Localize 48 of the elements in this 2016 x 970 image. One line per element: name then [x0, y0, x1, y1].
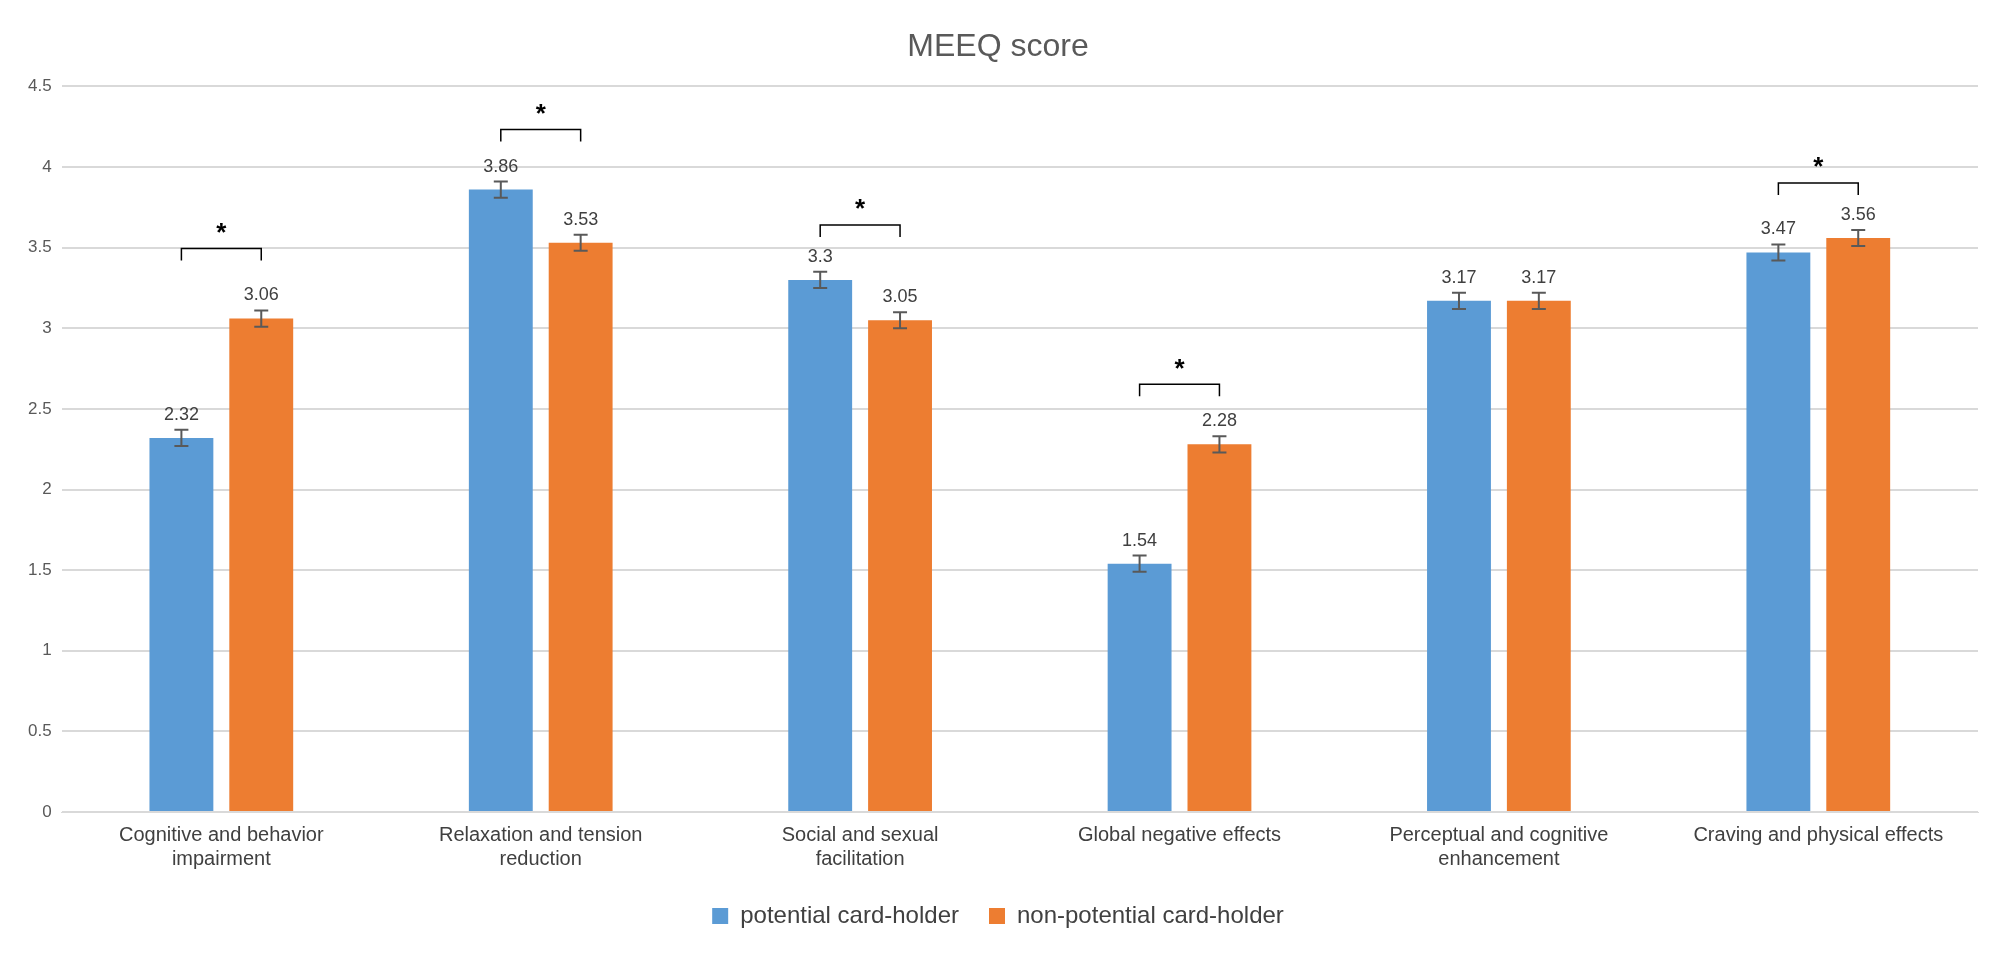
y-tick-label: 2: [42, 479, 52, 499]
bar: [788, 279, 853, 811]
y-tick-label: 3: [42, 317, 52, 337]
y-tick-label: 2.5: [27, 398, 52, 418]
annotation: *: [535, 97, 547, 128]
x-tick-label: Cognitive and behavior impairment: [119, 822, 324, 869]
bar: [149, 437, 214, 811]
y-tick-label: 1: [42, 640, 52, 660]
x-tick-label: Craving and physical effects: [1693, 822, 1944, 845]
x-tick-label: Relaxation and tension reduction: [438, 822, 643, 869]
data-label: 3.53: [563, 208, 599, 229]
x-tick-label: Perceptual and cognitive enhancement: [1389, 822, 1609, 869]
bar: [1187, 444, 1252, 811]
bar: [1427, 300, 1491, 811]
data-label: 2.28: [1201, 410, 1237, 431]
data-label: 3.17: [1441, 266, 1477, 287]
x-tick-label: Social and sexual facilitation: [781, 822, 939, 869]
data-label: 3.56: [1840, 203, 1876, 224]
bar: [868, 320, 932, 811]
data-label: 3.47: [1760, 218, 1796, 239]
annotation: *: [855, 193, 867, 224]
bar: [1107, 563, 1172, 811]
legend-label: non-potential card-holder: [1016, 900, 1284, 928]
bar: [229, 318, 294, 811]
y-tick-label: 1.5: [27, 559, 52, 579]
x-tick-label: Global negative effects: [1077, 822, 1282, 845]
y-tick-label: 4: [42, 156, 52, 176]
chart-title: MEEQ score: [907, 27, 1089, 64]
y-tick-label: 3.5: [27, 237, 52, 257]
legend-label: potential card-holder: [740, 900, 959, 928]
bar: [548, 242, 613, 811]
data-label: 1.54: [1122, 529, 1158, 550]
annotation: *: [216, 216, 228, 247]
data-label: 3.86: [483, 155, 519, 176]
bar: [1826, 237, 1891, 811]
y-tick-label: 0: [42, 801, 52, 821]
data-label: 3.05: [882, 286, 918, 307]
bar: [468, 189, 533, 811]
y-tick-label: 4.5: [27, 76, 52, 96]
data-label: 3.3: [807, 245, 833, 266]
data-label: 2.32: [163, 403, 199, 424]
annotation: *: [1174, 352, 1186, 383]
data-label: 3.17: [1521, 266, 1557, 287]
y-tick-label: 0.5: [27, 721, 52, 741]
bar: [1746, 252, 1811, 811]
bar: [1506, 300, 1571, 811]
data-label: 3.06: [243, 284, 279, 305]
annotation: *: [1813, 151, 1825, 182]
